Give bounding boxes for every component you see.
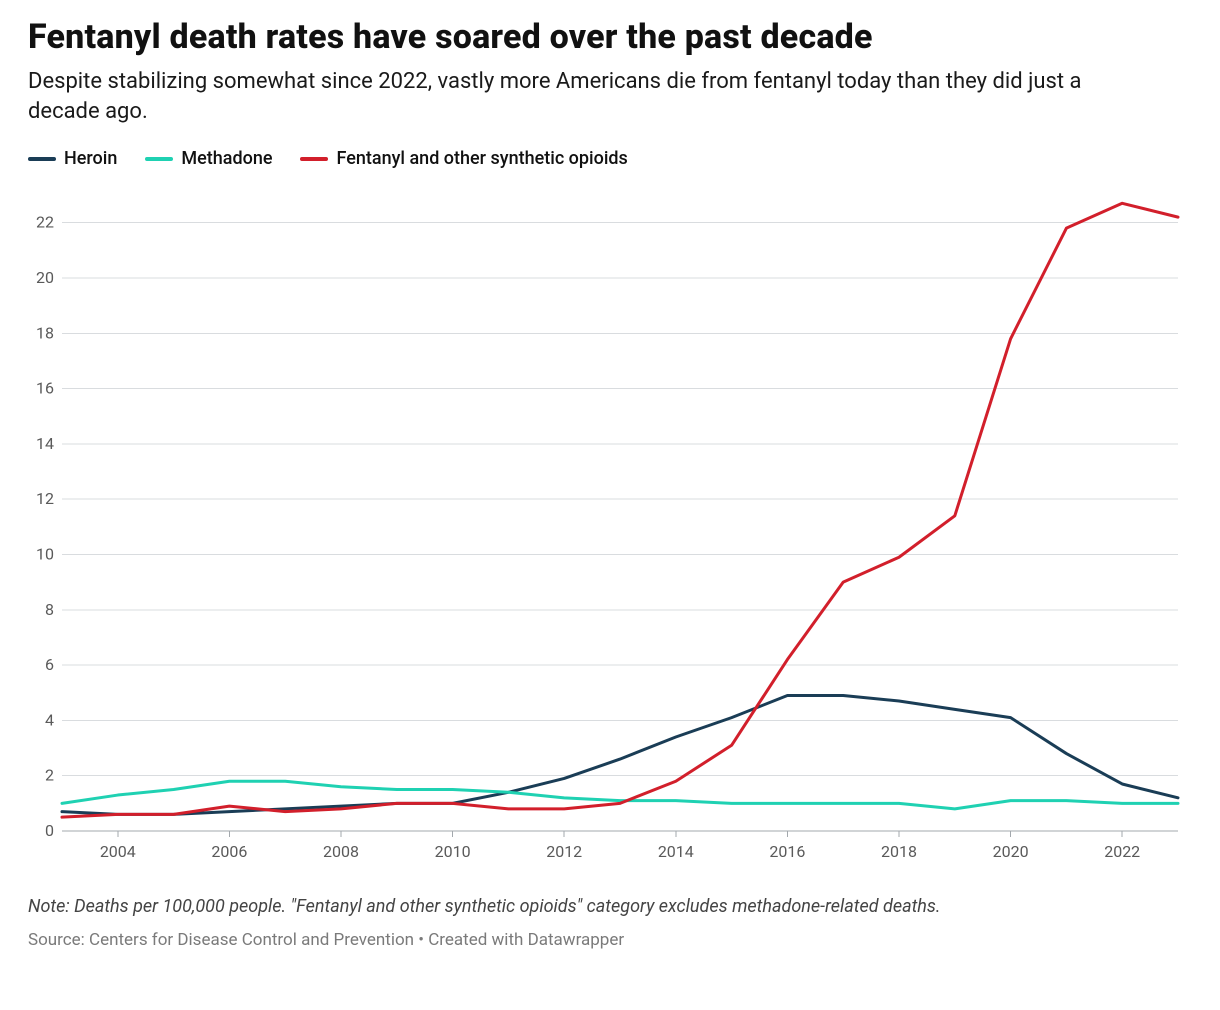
y-axis-tick-label: 14: [36, 434, 54, 453]
y-axis-tick-label: 18: [36, 324, 54, 343]
x-axis-tick-label: 2018: [881, 842, 917, 861]
legend-item: Fentanyl and other synthetic opioids: [300, 148, 627, 169]
y-axis-tick-label: 4: [45, 711, 54, 730]
y-axis-tick-label: 8: [45, 600, 54, 619]
x-axis-tick-label: 2006: [211, 842, 247, 861]
chart-container: Fentanyl death rates have soared over th…: [0, 0, 1220, 974]
legend-label: Heroin: [64, 148, 117, 169]
y-axis-tick-label: 10: [36, 545, 54, 564]
x-axis-tick-label: 2008: [323, 842, 359, 861]
legend: Heroin Methadone Fentanyl and other synthe…: [28, 148, 1192, 169]
series-line: [62, 696, 1178, 815]
chart-source: Source: Centers for Disease Control and …: [28, 930, 1192, 950]
legend-label: Fentanyl and other synthetic opioids: [336, 148, 627, 169]
x-axis-tick-label: 2014: [658, 842, 694, 861]
y-axis-tick-label: 16: [36, 379, 54, 398]
legend-item: Heroin: [28, 148, 117, 169]
legend-swatch: [145, 157, 173, 161]
legend-label: Methadone: [181, 148, 272, 169]
y-axis-tick-label: 2: [45, 766, 54, 785]
legend-item: Methadone: [145, 148, 272, 169]
y-axis-tick-label: 22: [36, 213, 54, 232]
series-line: [62, 204, 1178, 818]
y-axis-tick-label: 20: [36, 268, 54, 287]
line-chart-svg: 0246810121416182022200420062008201020122…: [28, 177, 1192, 877]
x-axis-tick-label: 2016: [769, 842, 805, 861]
y-axis-tick-label: 0: [45, 821, 54, 840]
y-axis-tick-label: 12: [36, 490, 54, 509]
x-axis-tick-label: 2020: [993, 842, 1029, 861]
x-axis-tick-label: 2022: [1104, 842, 1140, 861]
y-axis-tick-label: 6: [45, 656, 54, 675]
chart-plot-area: 0246810121416182022200420062008201020122…: [28, 177, 1192, 877]
x-axis-tick-label: 2004: [100, 842, 136, 861]
legend-swatch: [28, 157, 56, 161]
x-axis-tick-label: 2012: [546, 842, 582, 861]
x-axis-tick-label: 2010: [435, 842, 471, 861]
chart-title: Fentanyl death rates have soared over th…: [28, 18, 1192, 57]
legend-swatch: [300, 157, 328, 161]
chart-note: Note: Deaths per 100,000 people. "Fentan…: [28, 895, 1148, 919]
chart-subtitle: Despite stabilizing somewhat since 2022,…: [28, 67, 1148, 126]
